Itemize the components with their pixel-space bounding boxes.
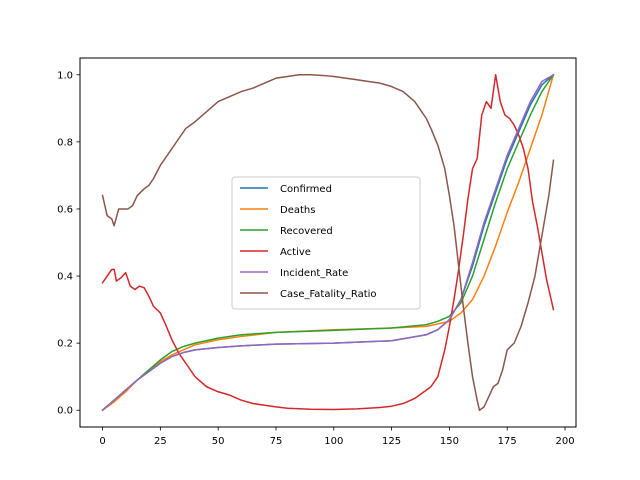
x-tick-label: 175: [498, 436, 517, 447]
legend-label: Active: [280, 247, 311, 258]
y-tick-label: 0.6: [57, 204, 73, 215]
y-axis-ticks: 0.0 0.2 0.4 0.6 0.8 1.0: [57, 70, 80, 417]
x-axis-ticks: 0 25 50 75 100 125 150 175 200: [99, 427, 575, 447]
legend-label: Deaths: [280, 205, 315, 216]
series-line-incident-rate: [101, 73, 555, 412]
x-tick-label: 200: [555, 436, 574, 447]
x-tick-label: 25: [154, 436, 167, 447]
x-tick-label: 50: [212, 436, 225, 447]
x-tick-label: 0: [99, 436, 105, 447]
legend-label: Case_Fatality_Ratio: [280, 289, 377, 300]
x-tick-label: 125: [382, 436, 401, 447]
plot-lines: [101, 73, 555, 412]
y-tick-label: 1.0: [57, 70, 73, 81]
series-line-active: [101, 74, 555, 411]
y-tick-label: 0.2: [57, 339, 73, 350]
y-tick-label: 0.4: [57, 272, 73, 283]
legend-label: Incident_Rate: [280, 268, 348, 279]
series-line-case-fatality-ratio: [101, 74, 555, 411]
y-tick-label: 0.0: [57, 406, 73, 417]
legend-label: Recovered: [280, 226, 333, 237]
legend: Confirmed Deaths Recovered Active Incident_R…: [231, 176, 421, 310]
x-tick-label: 150: [440, 436, 459, 447]
plot-area-frame: [79, 57, 577, 428]
x-tick-label: 100: [324, 436, 343, 447]
series-line-recovered: [101, 73, 555, 412]
y-tick-label: 0.8: [57, 137, 73, 148]
legend-label: Confirmed: [280, 184, 332, 195]
legend-box: [231, 176, 421, 310]
x-tick-label: 75: [270, 436, 283, 447]
